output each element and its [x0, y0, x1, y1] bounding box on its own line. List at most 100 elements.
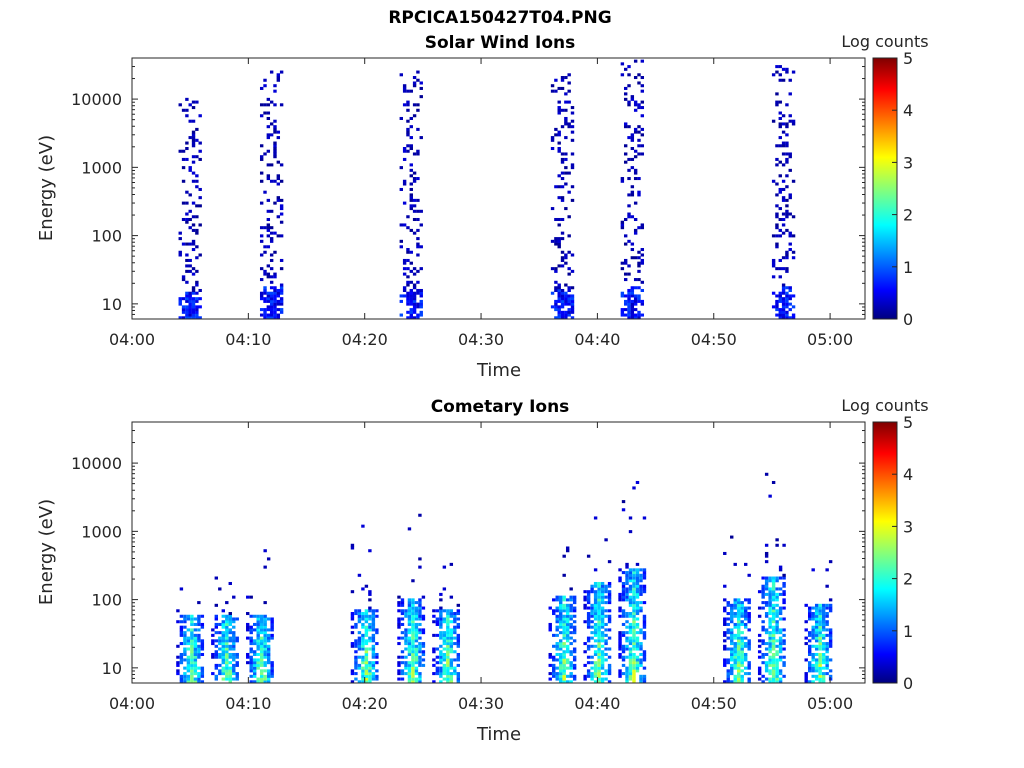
spectrogram-cell — [627, 310, 631, 314]
spectrogram-cell — [737, 669, 741, 673]
spectrogram-cell — [354, 642, 358, 646]
spectrogram-cell — [825, 612, 829, 616]
spectrogram-cell — [593, 568, 598, 572]
spectrogram-cell — [361, 661, 365, 665]
spectrogram-cell — [775, 157, 779, 161]
spectrogram-cell — [593, 650, 598, 654]
y-tick-label: 10 — [102, 295, 122, 314]
spectrogram-cell — [559, 612, 563, 616]
spectrogram-cell — [620, 313, 625, 317]
spectrogram-cell — [411, 663, 415, 667]
spectrogram-cell — [259, 680, 264, 684]
spectrogram-cell — [368, 661, 372, 665]
spectrogram-cell — [597, 622, 601, 626]
spectrogram-cell — [232, 672, 236, 676]
spectrogram-cell — [371, 666, 376, 670]
spectrogram-cell — [771, 258, 776, 262]
spectrogram-cell — [368, 677, 372, 681]
spectrogram-cell — [400, 672, 405, 676]
spectrogram-cell — [411, 650, 415, 654]
spectrogram-cell — [193, 644, 198, 648]
spectrogram-cell — [778, 680, 783, 684]
spectrogram-cell — [791, 256, 796, 260]
spectrogram-cell — [593, 581, 598, 586]
spectrogram-cell — [266, 313, 271, 317]
spectrogram-cell — [567, 234, 571, 238]
spectrogram-cell — [761, 592, 765, 596]
spectrogram-cell — [604, 595, 608, 599]
spectrogram-cell — [402, 147, 407, 151]
spectrogram-cell — [782, 661, 786, 665]
spectrogram-cell — [276, 291, 281, 295]
spectrogram-cell — [764, 603, 769, 607]
y-tick-label: 1000 — [81, 158, 122, 177]
spectrogram-cell — [185, 258, 189, 262]
spectrogram-cell — [559, 658, 563, 662]
spectrogram-cell — [618, 609, 622, 613]
colorbar-tick-label: 0 — [903, 310, 913, 329]
spectrogram-cell — [600, 581, 605, 586]
spectrogram-cell — [782, 592, 786, 596]
spectrogram-cell — [635, 573, 640, 577]
spectrogram-cell — [266, 672, 271, 676]
spectrogram-cell — [821, 620, 826, 624]
spectrogram-cell — [733, 598, 737, 602]
spectrogram-cell — [221, 644, 225, 648]
spectrogram-cell — [266, 636, 271, 640]
spectrogram-cell — [623, 86, 628, 90]
spectrogram-cell — [183, 642, 187, 646]
spectrogram-cell — [185, 114, 189, 118]
spectrogram-cell — [218, 672, 222, 676]
spectrogram-cell — [562, 669, 566, 673]
spectrogram-cell — [228, 669, 232, 673]
spectrogram-cell — [259, 658, 264, 662]
spectrogram-cell — [397, 663, 401, 667]
spectrogram-cell — [723, 584, 727, 588]
y-tick-label: 10000 — [71, 454, 122, 473]
spectrogram-cell — [198, 114, 202, 118]
spectrogram-cell — [357, 609, 362, 613]
spectrogram-cell — [211, 642, 215, 646]
spectrogram-cell — [364, 617, 369, 621]
spectrogram-cell — [446, 652, 450, 656]
spectrogram-cell — [635, 639, 640, 643]
spectrogram-cell — [439, 658, 443, 662]
spectrogram-cell — [266, 680, 271, 684]
spectrogram-cell — [621, 658, 626, 662]
spectrogram-cell — [583, 595, 587, 599]
spectrogram-cell — [449, 562, 454, 566]
spectrogram-cell — [411, 606, 415, 610]
spectrogram-cell — [554, 280, 558, 284]
spectrogram-cell — [757, 669, 762, 673]
spectrogram-cell — [828, 603, 833, 607]
spectrogram-cell — [411, 647, 415, 651]
spectrogram-cell — [418, 642, 422, 646]
spectrogram-cell — [764, 472, 769, 476]
spectrogram-cell — [637, 103, 641, 107]
spectrogram-cell — [814, 669, 819, 673]
spectrogram-cell — [633, 76, 638, 80]
spectrogram-cell — [266, 97, 271, 101]
spectrogram-cell — [256, 622, 260, 626]
spectrogram-cell — [730, 614, 734, 618]
spectrogram-cell — [781, 114, 786, 118]
spectrogram-cell — [600, 598, 605, 602]
spectrogram-cell — [818, 617, 822, 621]
spectrogram-cell — [642, 620, 647, 624]
spectrogram-cell — [635, 658, 640, 662]
spectrogram-cell — [818, 636, 822, 640]
spectrogram-cell — [771, 661, 776, 665]
spectrogram-cell — [276, 196, 281, 200]
spectrogram-cell — [778, 316, 782, 320]
spectrogram-cell — [269, 313, 274, 317]
spectrogram-cell — [785, 141, 789, 145]
spectrogram-cell — [554, 269, 558, 273]
spectrogram-cell — [456, 625, 461, 629]
spectrogram-cell — [421, 644, 426, 648]
spectrogram-cell — [733, 677, 737, 681]
spectrogram-cell — [221, 639, 225, 643]
spectrogram-cell — [768, 590, 772, 594]
spectrogram-cell — [442, 642, 447, 646]
spectrogram-cell — [639, 592, 643, 596]
spectrogram-cell — [593, 631, 598, 635]
